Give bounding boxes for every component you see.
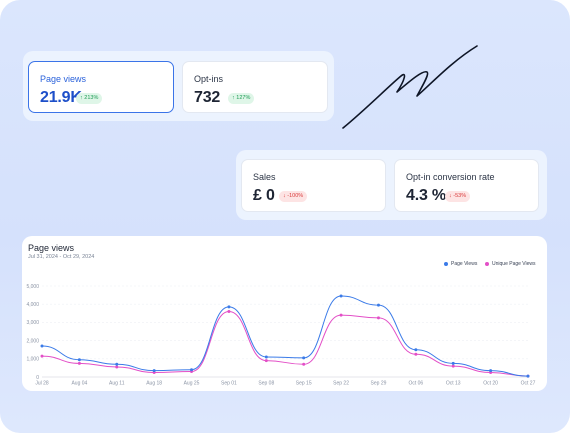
x-tick-label: Sep 22 [333, 381, 349, 387]
x-tick-label: Sep 29 [371, 381, 387, 387]
legend-page-views[interactable]: Page Views [444, 261, 477, 267]
conversion-card[interactable]: Opt-in conversion rate 4.3 % ↓ -53% [394, 159, 539, 212]
page-views-data-point [526, 374, 530, 378]
page-views-change-badge: ↑ 213% [76, 93, 103, 104]
y-tick-label: 0 [36, 375, 39, 381]
page-views-card[interactable]: Page views 21.9K ↑ 213% [28, 61, 174, 113]
page-views-label: Page views [40, 74, 87, 84]
conversion-value: 4.3 % [406, 187, 446, 204]
x-tick-label: Aug 11 [109, 381, 125, 387]
y-tick-label: 2,000 [26, 338, 39, 344]
legend-unique-label: Unique Page Views [492, 261, 536, 267]
page-views-value: 21.9K [40, 89, 82, 106]
page-views-data-point [302, 356, 306, 360]
legend-unique-page-views[interactable]: Unique Page Views [485, 261, 536, 267]
y-tick-label: 4,000 [26, 302, 39, 308]
sales-label: Sales [253, 172, 276, 182]
chart-date-range: Jul 31, 2024 - Oct 29, 2024 [28, 254, 95, 260]
opt-ins-change-badge: ↑ 127% [228, 93, 255, 104]
y-tick-label: 3,000 [26, 320, 39, 326]
sales-card[interactable]: Sales £ 0 ↓ -100% [241, 159, 386, 212]
unique-page-views-data-point [115, 365, 119, 369]
page-views-data-point [227, 305, 231, 309]
x-tick-label: Oct 20 [483, 381, 498, 387]
opt-ins-label: Opt-ins [194, 74, 224, 84]
unique-page-views-series-line [41, 310, 529, 377]
unique-page-views-data-point [302, 362, 306, 366]
page-views-data-point [264, 355, 268, 359]
unique-page-views-data-point [451, 364, 455, 368]
x-tick-label: Jul 28 [35, 381, 49, 387]
legend-unique-dot [485, 262, 489, 266]
opt-ins-card[interactable]: Opt-ins 732 ↑ 127% [182, 61, 328, 113]
y-tick-label: 5,000 [26, 284, 39, 290]
legend-page-views-dot [444, 262, 448, 266]
sales-change-badge: ↓ -100% [279, 191, 308, 202]
unique-page-views-data-point [227, 309, 231, 313]
x-tick-label: Oct 06 [408, 381, 423, 387]
page-views-data-point [339, 294, 343, 298]
page-views-line-chart: 0 1,000 2,000 3,000 4,000 5,000 Jul 28 Aug 04 Au… [26, 284, 536, 387]
page-views-chart-card: Page views Jul 31, 2024 - Oct 29, 2024 P… [22, 236, 547, 391]
y-tick-label: 1,000 [26, 357, 39, 363]
page-views-data-point [489, 369, 493, 373]
opt-ins-value: 732 [194, 89, 221, 106]
x-tick-label: Aug 18 [146, 381, 162, 387]
page-views-data-point [152, 369, 156, 373]
unique-page-views-data-point [376, 316, 380, 320]
x-tick-label: Sep 15 [296, 381, 312, 387]
x-tick-label: Aug 25 [184, 381, 200, 387]
page-views-data-point [451, 361, 455, 365]
page-views-data-point [40, 344, 44, 348]
conversion-change-badge: ↓ -53% [445, 191, 471, 202]
scribble-decoration [342, 45, 478, 129]
page-views-data-point [376, 303, 380, 307]
x-tick-label: Oct 27 [521, 381, 536, 387]
page-views-data-point [77, 358, 81, 362]
unique-page-views-data-point [77, 361, 81, 365]
conversion-label: Opt-in conversion rate [406, 172, 495, 182]
unique-page-views-data-point [264, 359, 268, 363]
page-views-series-line [41, 295, 529, 377]
page-views-data-point [414, 348, 418, 352]
x-tick-label: Sep 01 [221, 381, 237, 387]
unique-page-views-data-point [339, 313, 343, 317]
unique-page-views-data-point [40, 354, 44, 358]
page-views-data-point [190, 368, 194, 372]
x-tick-label: Aug 04 [71, 381, 87, 387]
chart-title: Page views [28, 243, 75, 253]
x-tick-label: Sep 08 [258, 381, 274, 387]
sales-value: £ 0 [253, 187, 275, 204]
legend-page-views-label: Page Views [451, 261, 478, 267]
x-tick-label: Oct 13 [446, 381, 461, 387]
unique-page-views-data-point [414, 352, 418, 356]
page-views-data-point [115, 362, 119, 366]
